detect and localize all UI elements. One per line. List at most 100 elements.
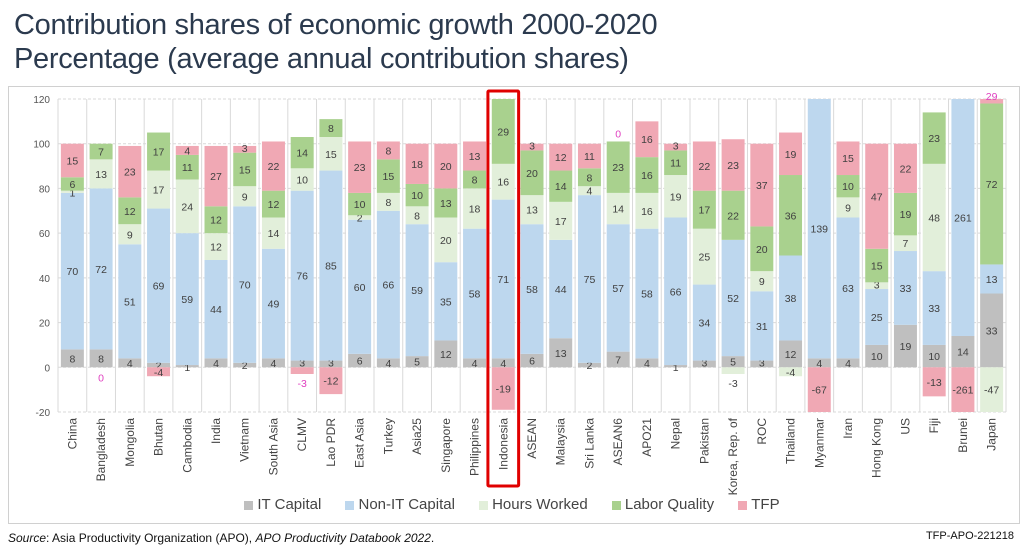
data-label-tfp: -13 bbox=[927, 377, 942, 389]
bar-segment-labor-quality bbox=[721, 190, 745, 240]
bar-segment-hours-worked bbox=[893, 235, 917, 252]
y-tick-label: -20 bbox=[36, 408, 51, 419]
bar-segment-it-capital bbox=[376, 358, 400, 368]
bar-segment-labor-quality bbox=[89, 143, 113, 160]
bar-segment-tfp bbox=[348, 141, 372, 193]
source-note: Source: Asia Productivity Organization (… bbox=[8, 531, 434, 545]
data-label-non-it-capital: 66 bbox=[383, 280, 395, 292]
bar-segment-labor-quality bbox=[865, 248, 889, 283]
bar-segment-hours-worked bbox=[319, 137, 343, 171]
data-label-tfp: 11 bbox=[584, 151, 595, 163]
data-label-labor-quality: 10 bbox=[411, 190, 423, 202]
data-label-non-it-capital: 33 bbox=[900, 283, 912, 295]
data-label-tfp: 15 bbox=[67, 155, 79, 167]
bar-segment-hours-worked bbox=[922, 163, 946, 272]
bar-segment-hours-worked bbox=[233, 186, 257, 207]
data-label-labor-quality: 15 bbox=[239, 164, 251, 176]
bar-segment-labor-quality bbox=[290, 137, 314, 169]
bar-segment-non-it-capital bbox=[319, 170, 343, 361]
bar-segment-non-it-capital bbox=[261, 248, 285, 359]
x-tick-label: Indonesia bbox=[496, 418, 510, 470]
bar-segment-it-capital bbox=[635, 358, 659, 368]
bar-segment-non-it-capital bbox=[204, 259, 228, 359]
bar-segment-labor-quality bbox=[549, 170, 573, 202]
bar-segment-labor-quality bbox=[204, 206, 228, 234]
bar-segment-non-it-capital bbox=[376, 210, 400, 359]
bar-segment-it-capital bbox=[520, 353, 544, 368]
data-label-it-capital: 4 bbox=[213, 358, 219, 370]
data-label-non-it-capital: 75 bbox=[584, 274, 596, 286]
data-label-non-it-capital: 52 bbox=[727, 293, 739, 305]
source-label: Source bbox=[8, 531, 47, 545]
chart-title: Contribution shares of economic growth 2… bbox=[14, 8, 658, 76]
data-label-tfp: -4 bbox=[154, 367, 163, 379]
data-label-non-it-capital: 58 bbox=[641, 289, 653, 301]
x-tick-label: Philippines bbox=[468, 418, 482, 476]
bar-segment-it-capital bbox=[922, 344, 946, 368]
data-label-it-capital: 8 bbox=[98, 353, 104, 365]
highlight-box bbox=[486, 89, 521, 488]
bar-segment-hours-worked bbox=[635, 192, 659, 229]
x-tick-label: US bbox=[898, 418, 912, 435]
bar-segment-it-capital bbox=[434, 340, 458, 368]
bar-segment-non-it-capital bbox=[175, 233, 199, 366]
data-label-tfp: 0 bbox=[98, 372, 104, 384]
data-label-it-capital: 5 bbox=[414, 357, 420, 369]
data-label-tfp: -261 bbox=[952, 385, 973, 397]
data-label-non-it-capital: 34 bbox=[699, 318, 711, 330]
data-label-tfp: 13 bbox=[469, 151, 481, 163]
data-label-tfp: 37 bbox=[756, 180, 768, 192]
bar-segment-non-it-capital bbox=[60, 192, 84, 350]
bar-segment-it-capital bbox=[175, 365, 199, 368]
bar-segment-hours-worked bbox=[204, 233, 228, 260]
data-label-hours-worked: 10 bbox=[296, 174, 308, 186]
bar-segment-non-it-capital bbox=[463, 228, 487, 359]
data-label-hours-worked: 14 bbox=[268, 228, 280, 240]
data-label-hours-worked: 12 bbox=[210, 242, 222, 254]
bar-segment-tfp bbox=[491, 367, 515, 410]
data-label-non-it-capital: 44 bbox=[555, 284, 567, 296]
x-tick-label: China bbox=[65, 418, 79, 450]
data-label-non-it-capital: 33 bbox=[928, 303, 940, 315]
data-label-non-it-capital: 57 bbox=[612, 283, 624, 295]
data-label-non-it-capital: 31 bbox=[756, 321, 768, 333]
x-tick-label: ROC bbox=[755, 418, 769, 445]
x-tick-label: Malaysia bbox=[554, 418, 568, 466]
bar-segment-it-capital bbox=[692, 360, 716, 368]
data-label-labor-quality: 8 bbox=[472, 174, 478, 186]
chart-code: TFP-APO-221218 bbox=[925, 530, 1014, 542]
data-label-hours-worked: 13 bbox=[95, 169, 107, 181]
bar-segment-hours-worked bbox=[89, 159, 113, 189]
x-tick-label: Bhutan bbox=[152, 418, 166, 456]
data-label-tfp: 22 bbox=[699, 161, 711, 173]
data-label-tfp: 47 bbox=[871, 191, 883, 203]
bar-segment-it-capital bbox=[951, 335, 975, 368]
data-label-labor-quality: 12 bbox=[124, 206, 136, 218]
x-tick-label: Myanmar bbox=[812, 418, 826, 468]
bar-segment-it-capital bbox=[577, 362, 601, 368]
bar-segment-labor-quality bbox=[60, 177, 84, 191]
bar-segment-tfp bbox=[60, 143, 84, 178]
y-tick-label: 60 bbox=[39, 229, 51, 240]
data-label-labor-quality: 10 bbox=[354, 199, 366, 211]
data-label-tfp: 23 bbox=[354, 162, 366, 174]
bar-segment-it-capital bbox=[118, 358, 142, 368]
data-label-hours-worked: 24 bbox=[181, 201, 193, 213]
bar-segment-it-capital bbox=[807, 358, 831, 368]
data-label-non-it-capital: 38 bbox=[785, 293, 797, 305]
data-label-tfp: -3 bbox=[298, 378, 307, 390]
data-label-it-capital: 12 bbox=[440, 349, 452, 361]
bar-segment-hours-worked bbox=[348, 215, 372, 220]
data-label-labor-quality: 36 bbox=[785, 210, 797, 222]
data-label-hours-worked: -3 bbox=[728, 378, 737, 390]
x-tick-label: Pakistan bbox=[697, 418, 711, 464]
bar-segment-hours-worked bbox=[261, 217, 285, 249]
bar-segment-it-capital bbox=[261, 358, 285, 368]
bar-segment-it-capital bbox=[779, 340, 803, 368]
bar-segment-tfp bbox=[750, 143, 774, 227]
bar-segment-it-capital bbox=[606, 351, 630, 368]
data-label-hours-worked: 4 bbox=[587, 186, 593, 198]
data-label-hours-worked: -4 bbox=[786, 367, 795, 379]
data-label-labor-quality: 10 bbox=[842, 181, 854, 193]
